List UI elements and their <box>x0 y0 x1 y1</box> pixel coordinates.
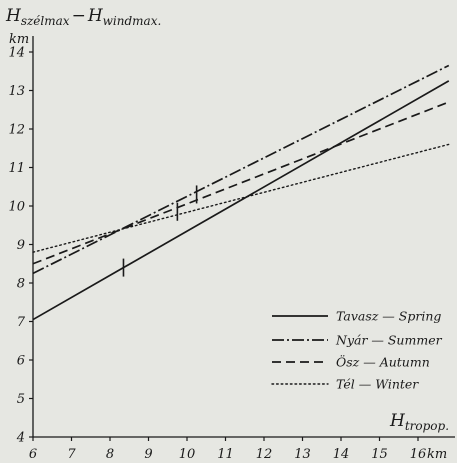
series-line-3 <box>32 101 450 265</box>
series-line-2 <box>32 64 450 275</box>
y-tick-label: 14 <box>8 46 25 61</box>
legend-label: Ösz — Autumn <box>336 354 430 370</box>
y-axis-unit: km <box>9 32 29 47</box>
x-tick-label: 16 <box>410 447 427 462</box>
y-tick-label: 12 <box>8 123 25 138</box>
series-line-1 <box>32 80 450 321</box>
y-tick-label: 8 <box>17 277 25 292</box>
x-tick-label: 10 <box>179 447 196 462</box>
x-tick-label: 15 <box>371 447 388 462</box>
chart-title: Hszélmax − Hwindmax. <box>5 6 161 28</box>
x-axis-title: Htropop. <box>389 411 449 433</box>
legend-label: Tavasz — Spring <box>336 309 441 324</box>
y-tick-label: 13 <box>8 84 25 99</box>
x-tick-label: 6 <box>29 447 37 462</box>
legend-label: Tél — Winter <box>336 377 419 392</box>
legend-label: Nyár — Summer <box>335 333 443 348</box>
x-tick-label: 8 <box>106 447 114 462</box>
y-tick-label: 10 <box>8 200 25 215</box>
x-tick-label: 9 <box>144 447 152 462</box>
y-tick-label: 11 <box>8 161 25 176</box>
x-tick-label: 7 <box>67 447 76 462</box>
x-tick-label: 13 <box>294 447 311 462</box>
legend: Tavasz — Spring Nyár — Summer Ösz — Autumn… <box>271 309 443 392</box>
y-tick-label: 5 <box>17 392 25 407</box>
y-ticks: 4 5 6 7 8 9 10 11 12 13 14 <box>8 46 33 446</box>
x-ticks: 6 7 8 9 10 11 12 13 14 15 16 <box>29 437 426 462</box>
series-layer <box>32 64 450 321</box>
x-tick-label: 12 <box>256 447 273 462</box>
series-line-4 <box>32 143 450 253</box>
x-tick-label: 14 <box>333 447 350 462</box>
axes <box>32 36 455 438</box>
y-tick-label: 9 <box>17 238 25 253</box>
y-tick-label: 4 <box>16 431 25 446</box>
y-tick-label: 6 <box>17 354 25 369</box>
x-axis-unit: km <box>427 447 447 462</box>
y-tick-label: 7 <box>17 315 26 330</box>
x-tick-label: 11 <box>217 447 234 462</box>
